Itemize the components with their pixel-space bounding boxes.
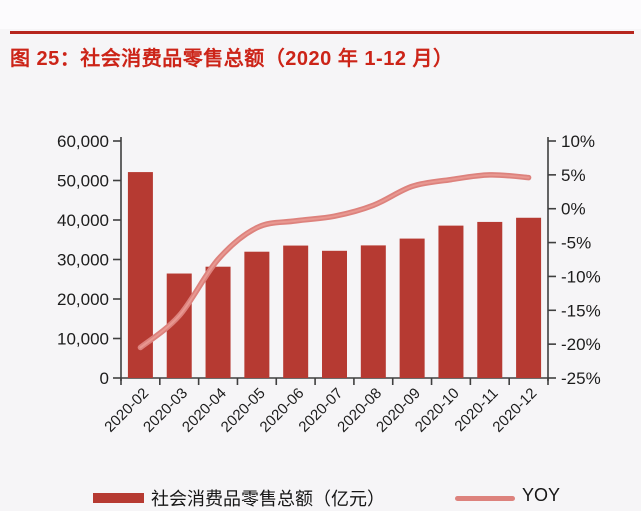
right-axis-tick-label: -10% xyxy=(561,267,601,286)
right-axis-tick-label: -20% xyxy=(561,335,601,354)
right-axis-tick-label: -5% xyxy=(561,234,591,253)
left-axis-tick-label: 0 xyxy=(100,369,109,388)
line-legend-label: YOY xyxy=(522,485,561,505)
bar-2020-08 xyxy=(360,245,386,378)
yoy-line-highlight xyxy=(139,173,530,349)
chart-legend: 社会消费品零售总额（亿元） YOY xyxy=(0,482,641,509)
bar-2020-04 xyxy=(205,266,231,378)
bar-legend-label: 社会消费品零售总额（亿元） xyxy=(151,489,385,509)
line-legend-swatch-icon xyxy=(455,496,515,501)
figure-title: 图 25：社会消费品零售总额（2020 年 1-12 月） xyxy=(10,48,454,70)
right-axis-tick-label: 5% xyxy=(561,166,586,185)
left-axis-tick-label: 20,000 xyxy=(57,290,109,309)
left-axis-tick-label: 10,000 xyxy=(57,330,109,349)
left-axis-tick-label: 60,000 xyxy=(57,132,109,151)
bar-2020-06 xyxy=(283,245,309,378)
bar-2020-09 xyxy=(399,238,425,378)
bar-2020-10 xyxy=(438,225,464,378)
bar-2020-11 xyxy=(477,221,503,378)
right-axis-tick-label: 0% xyxy=(561,200,586,219)
left-axis-tick-label: 40,000 xyxy=(57,211,109,230)
right-axis-tick-label: -25% xyxy=(561,369,601,388)
top-margin-strip xyxy=(0,0,641,29)
bar-2020-07 xyxy=(322,250,347,378)
right-axis-tick-label: 10% xyxy=(561,132,595,151)
left-axis-tick-label: 30,000 xyxy=(57,251,109,270)
right-axis-tick-label: -15% xyxy=(561,301,601,320)
bar-2020-05 xyxy=(244,251,270,378)
bar-2020-12 xyxy=(516,217,542,378)
title-rule xyxy=(10,31,634,34)
left-axis-tick-label: 50,000 xyxy=(57,172,109,191)
bar-legend-swatch-icon xyxy=(93,493,144,503)
